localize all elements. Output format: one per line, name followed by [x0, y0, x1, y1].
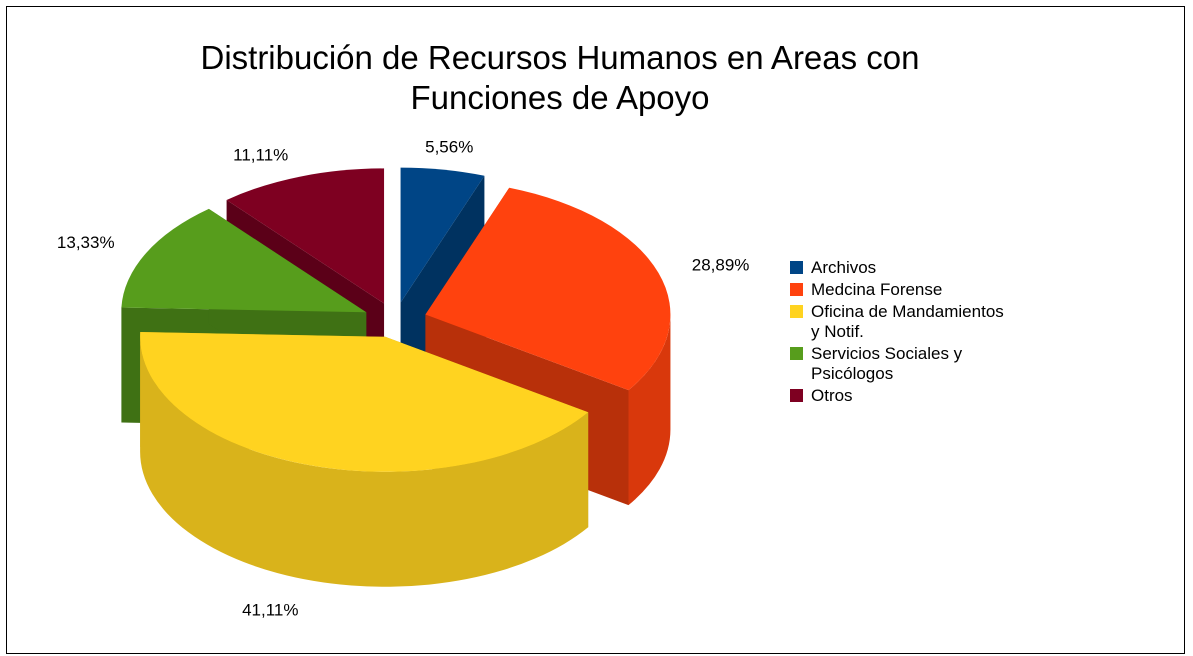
legend-label: Otros [811, 386, 853, 405]
legend-swatch [790, 283, 803, 296]
legend-label: Oficina de Mandamientos y Notif. [811, 302, 1004, 341]
data-label: 13,33% [57, 233, 115, 252]
legend-label: Servicios Sociales y Psicólogos [811, 344, 963, 383]
slice-wall [628, 314, 671, 506]
legend-swatch [790, 305, 803, 318]
data-label: 5,56% [425, 138, 473, 157]
slice [140, 332, 589, 472]
data-label: 41,11% [242, 601, 298, 620]
legend-item: Servicios Sociales y Psicólogos [790, 344, 1030, 384]
legend-label: Archivos [811, 258, 877, 277]
slice [425, 187, 671, 391]
legend-swatch [790, 389, 803, 402]
data-label: 11,11% [233, 145, 288, 164]
legend-item: Oficina de Mandamientos y Notif. [790, 302, 1030, 342]
slice [121, 208, 367, 313]
chart-frame [6, 6, 1185, 654]
legend-label: Medcina Forense [811, 280, 943, 299]
chart-title: Distribución de Recursos Humanos en Area… [200, 39, 920, 116]
slice [400, 167, 485, 303]
legend: Archivos Medcina Forense Oficina de Mandam… [790, 258, 1030, 408]
legend-item: Medcina Forense [790, 280, 1030, 300]
legend-item: Otros [790, 386, 1030, 406]
slice [226, 168, 385, 304]
legend-swatch [790, 347, 803, 360]
legend-item: Archivos [790, 258, 1030, 278]
data-label: 28,89% [692, 256, 750, 275]
slice-wall [140, 336, 589, 587]
legend-swatch [790, 261, 803, 274]
